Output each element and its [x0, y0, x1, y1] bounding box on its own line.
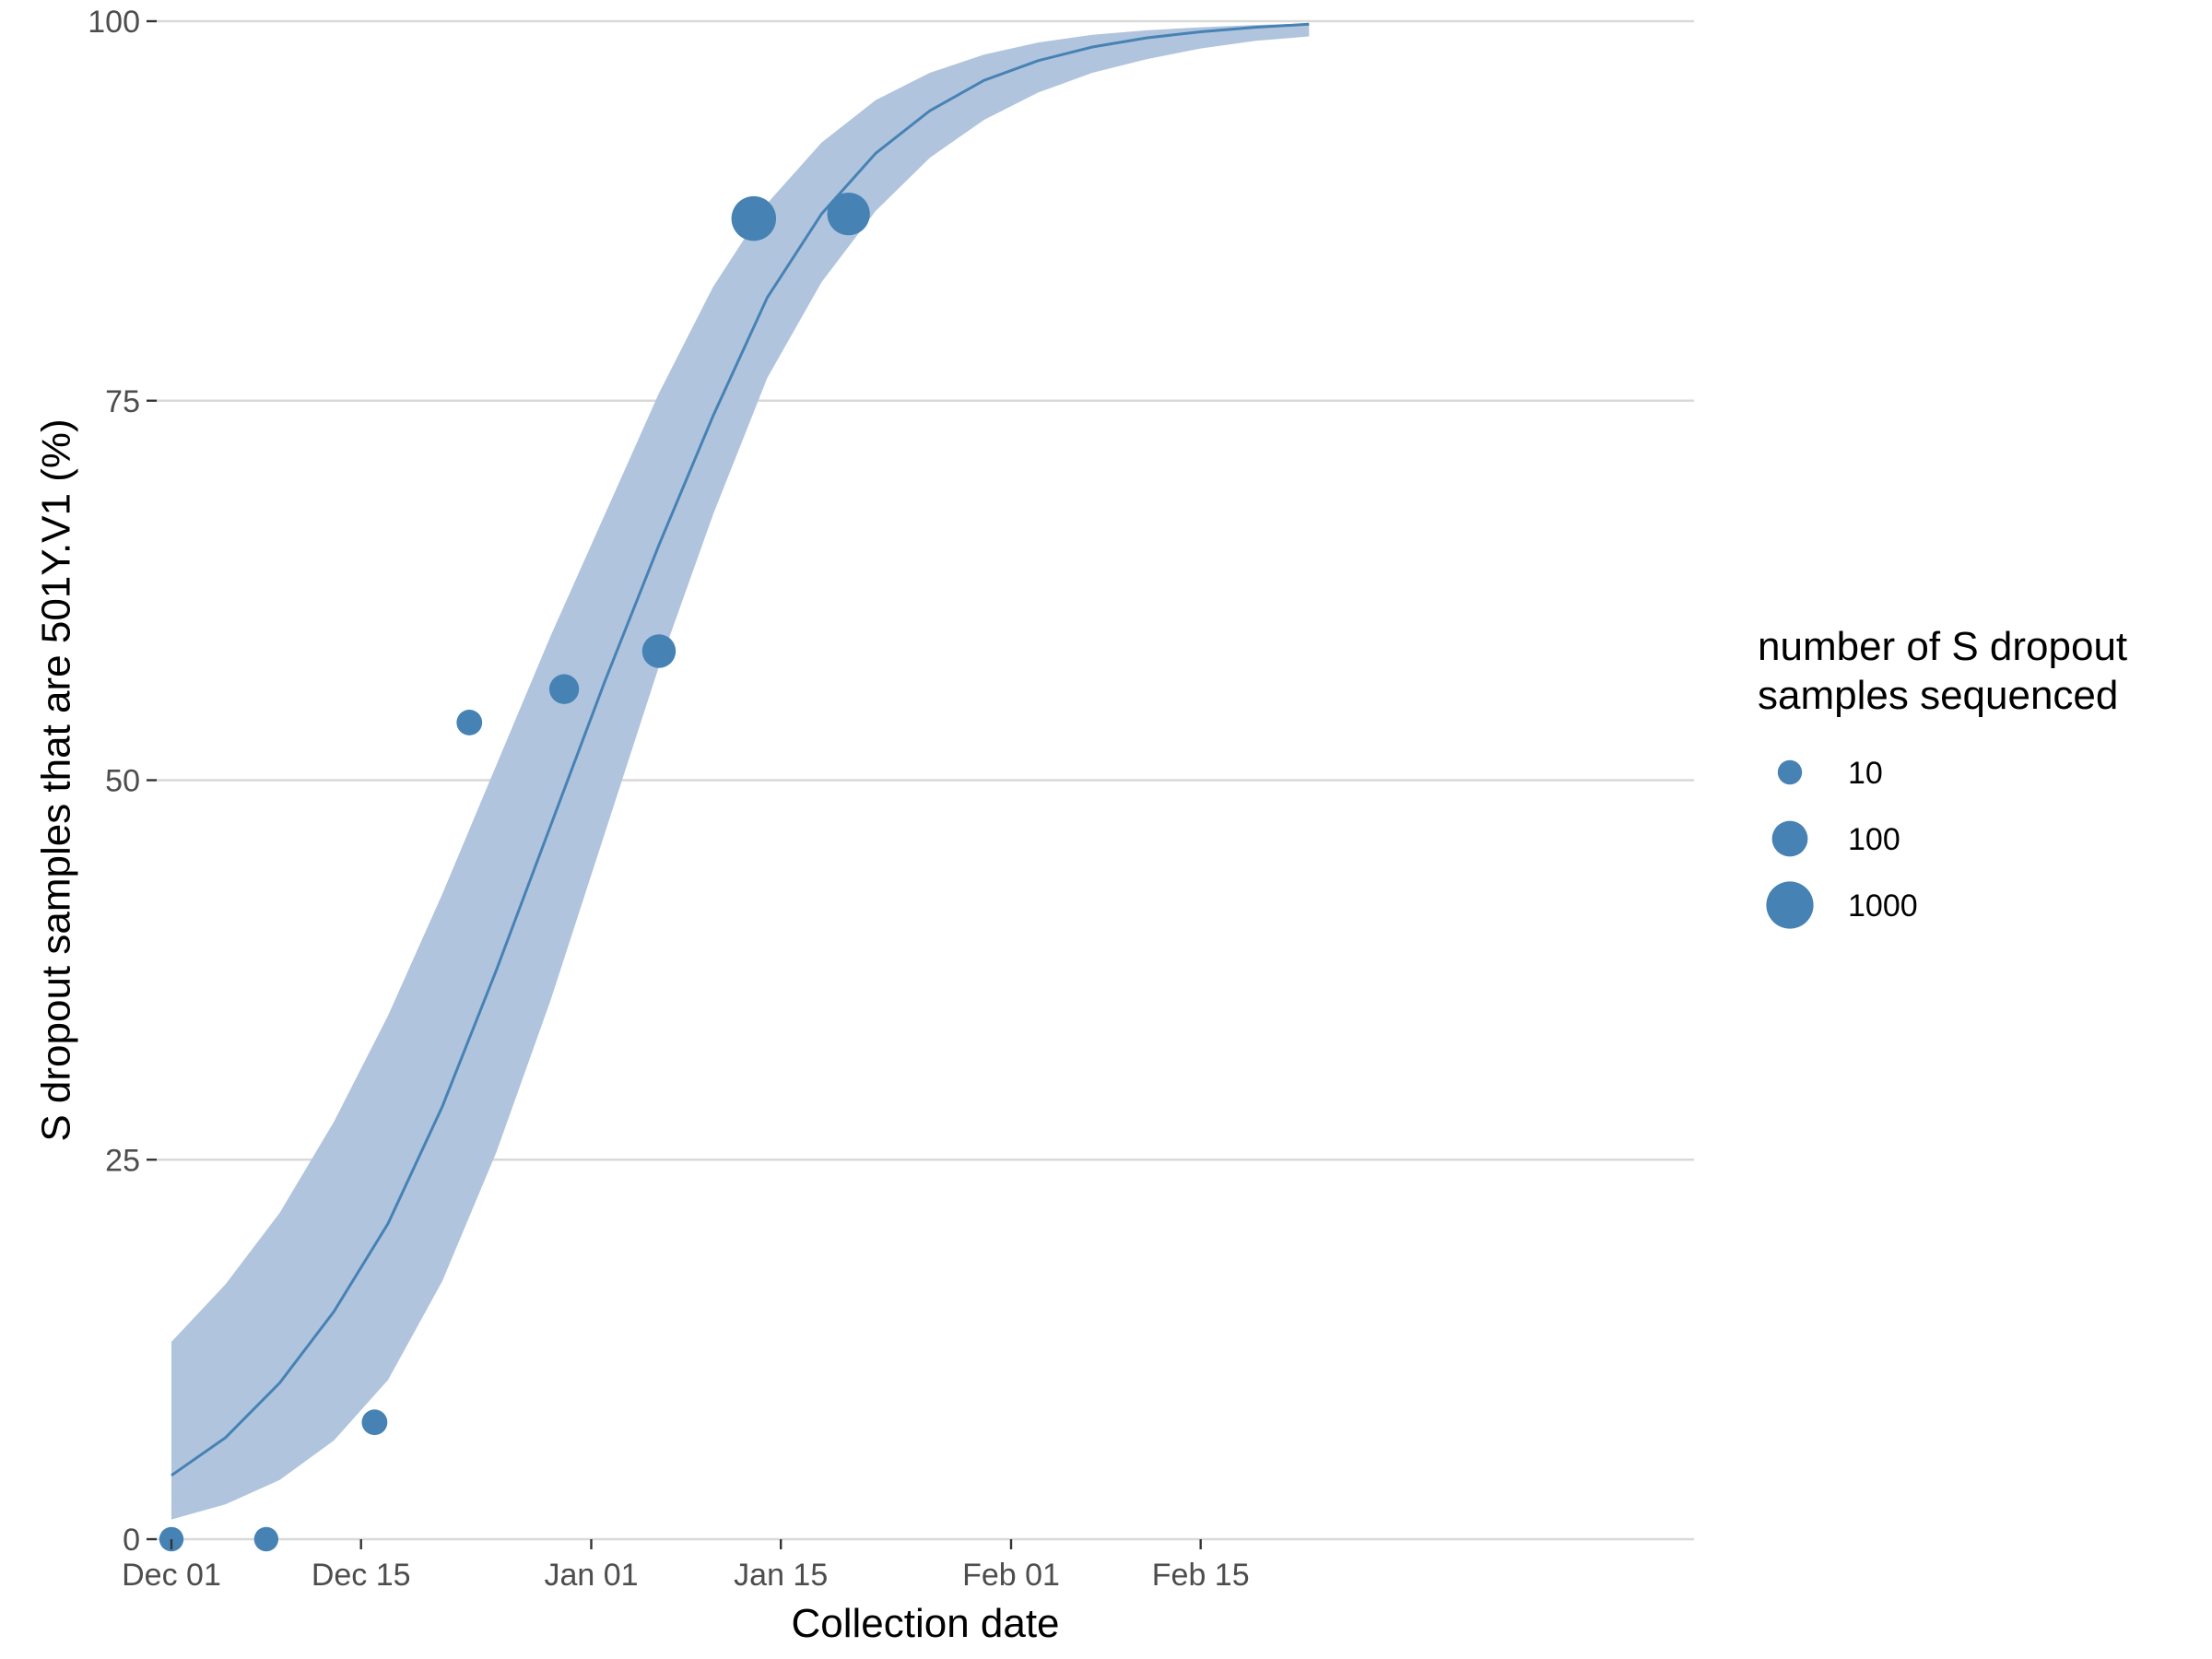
- data-point-2: [253, 1526, 279, 1552]
- legend-key-10: [1777, 759, 1803, 785]
- legend-key-1000: [1766, 881, 1814, 929]
- y-axis-title: S dropout samples that are 501Y.V1 (%): [33, 418, 78, 1141]
- y-tick-label-100: 100: [88, 5, 140, 40]
- legend-items: 10 100 1000: [1766, 756, 1918, 929]
- x-tick-label: Feb 01: [962, 1558, 1060, 1593]
- x-axis-ticks: Dec 01 Dec 15 Jan 01 Jan 15 Feb 01 Feb 15: [122, 1539, 1250, 1593]
- size-legend: number of S dropout samples sequenced 10…: [1758, 624, 2127, 929]
- x-axis-title: Collection date: [791, 1601, 1059, 1646]
- legend-title-line-2: samples sequenced: [1758, 673, 2118, 718]
- data-point-7: [731, 195, 777, 241]
- fit-line: [171, 22, 1310, 1477]
- x-tick-label: Jan 15: [734, 1558, 828, 1593]
- legend-label-1000: 1000: [1848, 888, 1918, 924]
- y-tick-label-25: 25: [105, 1143, 140, 1178]
- data-point-8: [827, 193, 870, 236]
- legend-label-100: 100: [1848, 822, 1900, 857]
- data-point-4: [456, 710, 483, 735]
- y-tick-label-50: 50: [105, 764, 140, 799]
- legend-label-10: 10: [1848, 756, 1883, 791]
- x-tick-label: Dec 01: [122, 1558, 221, 1593]
- data-points: [159, 193, 870, 1552]
- legend-title-line-1: number of S dropout: [1758, 624, 2127, 669]
- data-point-6: [641, 634, 677, 668]
- x-tick-label: Feb 15: [1152, 1558, 1250, 1593]
- data-point-3: [361, 1409, 388, 1436]
- x-tick-label: Dec 15: [312, 1558, 411, 1593]
- legend-key-100: [1771, 820, 1808, 857]
- y-tick-label-75: 75: [105, 384, 140, 419]
- y-axis-ticks: 0 25 50 75 100: [88, 5, 157, 1558]
- x-tick-label: Jan 01: [544, 1558, 638, 1593]
- data-point-5: [548, 674, 580, 704]
- confidence-band: [171, 23, 1310, 1520]
- y-tick-label-0: 0: [123, 1523, 140, 1558]
